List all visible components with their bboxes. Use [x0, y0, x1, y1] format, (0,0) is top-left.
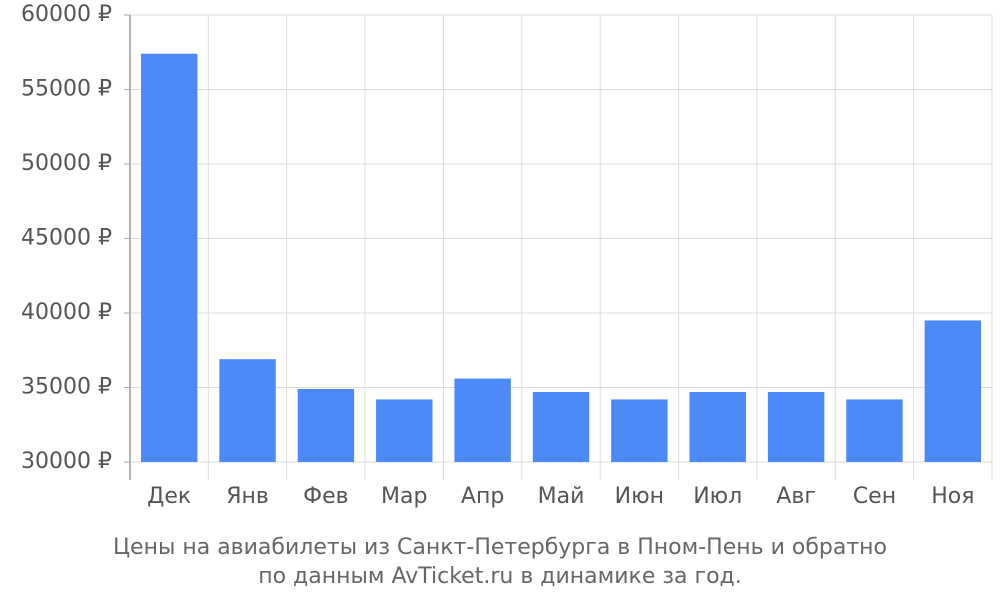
x-tick-label: Мар: [381, 484, 427, 509]
x-tick-label: Июн: [615, 484, 664, 509]
x-tick-label: Ноя: [931, 484, 974, 509]
y-tick-label: 60000 ₽: [21, 2, 112, 27]
bar: [924, 320, 982, 462]
x-tick-label: Дек: [147, 484, 191, 509]
bar: [297, 388, 355, 462]
x-tick-label: Май: [538, 484, 585, 509]
chart-title: по данным AvTicket.ru в динамике за год.: [258, 564, 742, 589]
x-tick-label: Авг: [776, 484, 816, 509]
bar: [611, 399, 668, 462]
x-tick-label: Фев: [303, 484, 348, 509]
y-tick-label: 35000 ₽: [21, 375, 112, 400]
x-tick-label: Апр: [461, 484, 504, 509]
y-tick-label: 30000 ₽: [21, 449, 112, 474]
y-tick-label: 45000 ₽: [21, 226, 112, 251]
x-tick-label: Янв: [226, 484, 269, 509]
bar: [376, 399, 433, 462]
bar: [767, 391, 825, 462]
bar: [140, 53, 198, 463]
x-tick-label: Июл: [693, 484, 742, 509]
y-tick-label: 40000 ₽: [21, 300, 112, 325]
bar: [532, 391, 590, 462]
bar: [846, 399, 903, 462]
bar: [219, 359, 276, 462]
x-tick-label: Сен: [853, 484, 896, 509]
y-tick-label: 50000 ₽: [21, 151, 112, 176]
bar: [689, 391, 746, 462]
chart-title: Цены на авиабилеты из Санкт-Петербурга в…: [113, 535, 887, 560]
y-tick-label: 55000 ₽: [21, 77, 112, 102]
bar: [454, 378, 511, 462]
